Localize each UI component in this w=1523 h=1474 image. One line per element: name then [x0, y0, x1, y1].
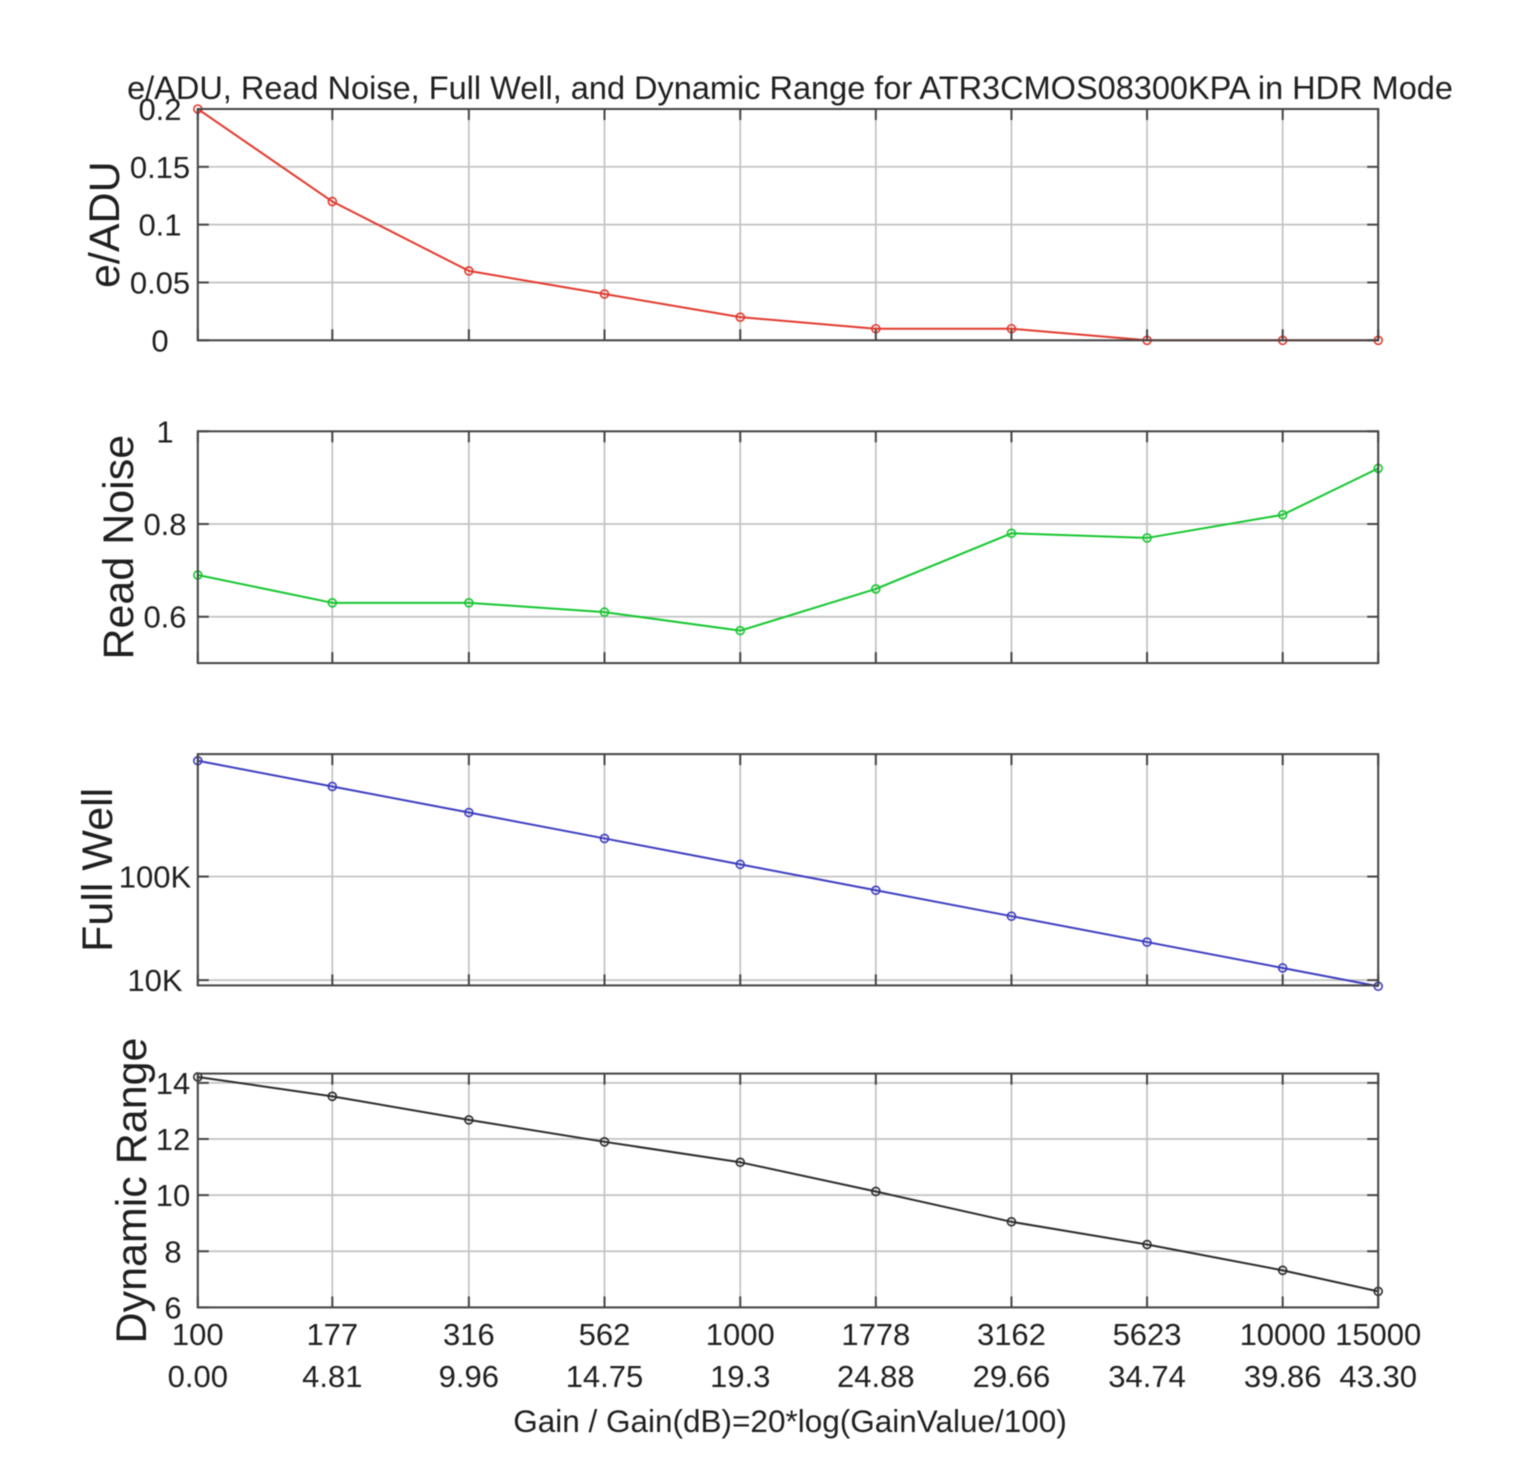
y-tick-label: 10	[156, 1178, 190, 1213]
series-marker-2	[871, 885, 881, 896]
x-tick-label-gain: 100	[172, 1317, 224, 1352]
series-marker-0	[327, 196, 338, 207]
x-tick-label-gain: 177	[306, 1317, 358, 1352]
y-tick-label: 100K	[119, 860, 192, 895]
xaxis-label: Gain / Gain(dB)=20*log(GainValue/100)	[513, 1403, 1067, 1439]
yaxis-label-full-well: Full Well	[74, 788, 122, 952]
x-tick-label-gain: 1000	[706, 1317, 775, 1352]
x-tick-label-db: 4.81	[302, 1359, 362, 1394]
series-marker-2	[1006, 911, 1017, 921]
x-tick-label-db: 24.88	[837, 1359, 915, 1394]
y-tick-label: 0.6	[143, 600, 186, 635]
series-marker-1	[1006, 528, 1017, 539]
series-marker-1	[599, 607, 610, 617]
x-tick-label-db: 0.00	[168, 1359, 228, 1394]
yaxis-label-eadu: e/ADU	[81, 161, 129, 288]
x-tick-label-gain: 10000	[1240, 1317, 1326, 1352]
x-tick-label-db: 39.86	[1244, 1359, 1322, 1394]
series-marker-3	[464, 1115, 474, 1125]
x-tick-label-db: 9.96	[439, 1359, 499, 1394]
grid-layer	[196, 108, 1380, 1309]
series-marker-1	[1277, 509, 1288, 520]
series-marker-3	[1006, 1216, 1017, 1227]
y-tick-label: 1	[156, 414, 173, 449]
series-marker-2	[1277, 963, 1288, 973]
series-marker-3	[871, 1186, 881, 1197]
series-marker-1	[735, 625, 746, 636]
y-tick-label: 6	[164, 1290, 181, 1325]
y-tick-label: 0.1	[138, 208, 181, 243]
series-marker-3	[1277, 1265, 1288, 1276]
axes-frame	[196, 753, 1380, 987]
chart-title: e/ADU, Read Noise, Full Well, and Dynami…	[127, 70, 1453, 106]
series-marker-0	[599, 289, 610, 299]
series-marker-1	[327, 598, 338, 608]
series-marker-3	[1142, 1239, 1152, 1250]
y-tick-label: 0.8	[143, 507, 186, 542]
series-line-1	[197, 467, 1379, 632]
x-tick-label-gain: 562	[579, 1317, 631, 1352]
x-tick-label-gain: 1778	[841, 1317, 910, 1352]
y-tick-label: 14	[156, 1066, 190, 1101]
y-tick-label: 8	[164, 1234, 181, 1269]
x-tick-label-gain: 316	[443, 1317, 495, 1352]
series-layer	[193, 104, 1383, 1297]
axes-frame-layer	[196, 108, 1380, 1309]
series-marker-1	[871, 584, 881, 594]
series-line-2	[197, 759, 1379, 988]
x-tick-label-db: 14.75	[566, 1359, 644, 1394]
x-tick-label-gain: 5623	[1113, 1317, 1182, 1352]
axes-frame	[196, 430, 1380, 665]
series-marker-2	[599, 833, 610, 844]
y-tick-label: 0.05	[130, 265, 190, 300]
series-marker-1	[464, 598, 474, 608]
y-tick-label: 0.2	[138, 92, 181, 127]
x-tick-label-gain: 3162	[977, 1317, 1046, 1352]
series-marker-0	[735, 312, 746, 322]
series-marker-3	[599, 1137, 610, 1147]
y-tick-label: 0	[151, 323, 168, 358]
series-marker-3	[327, 1091, 338, 1102]
series-marker-2	[735, 859, 746, 870]
y-tick-label: 12	[156, 1122, 190, 1157]
x-tick-label-db: 29.66	[973, 1359, 1051, 1394]
y-tick-label: 10K	[127, 963, 182, 998]
y-tick-label: 0.15	[130, 150, 190, 185]
yaxis-label-dynamic-range: Dynamic Range	[108, 1038, 156, 1344]
axes-frame	[196, 1072, 1380, 1309]
series-marker-2	[327, 781, 338, 792]
tick-label-layer: 0 0.05 0.1 0.15 0.2 0.6 0.8 1 10K 100K 6 8 10 12 14 100…	[119, 92, 1422, 1394]
series-marker-2	[1142, 937, 1152, 947]
series-marker-0	[464, 266, 474, 276]
x-tick-label-db: 34.74	[1108, 1359, 1186, 1394]
series-marker-2	[464, 807, 474, 818]
yaxis-label-read-noise: Read Noise	[95, 435, 143, 660]
series-line-3	[197, 1075, 1379, 1293]
series-marker-3	[735, 1157, 746, 1168]
x-tick-label-db: 43.30	[1339, 1359, 1417, 1394]
x-tick-label-db: 19.3	[710, 1359, 770, 1394]
series-marker-1	[1142, 533, 1152, 543]
x-tick-label-gain: 15000	[1335, 1317, 1421, 1352]
